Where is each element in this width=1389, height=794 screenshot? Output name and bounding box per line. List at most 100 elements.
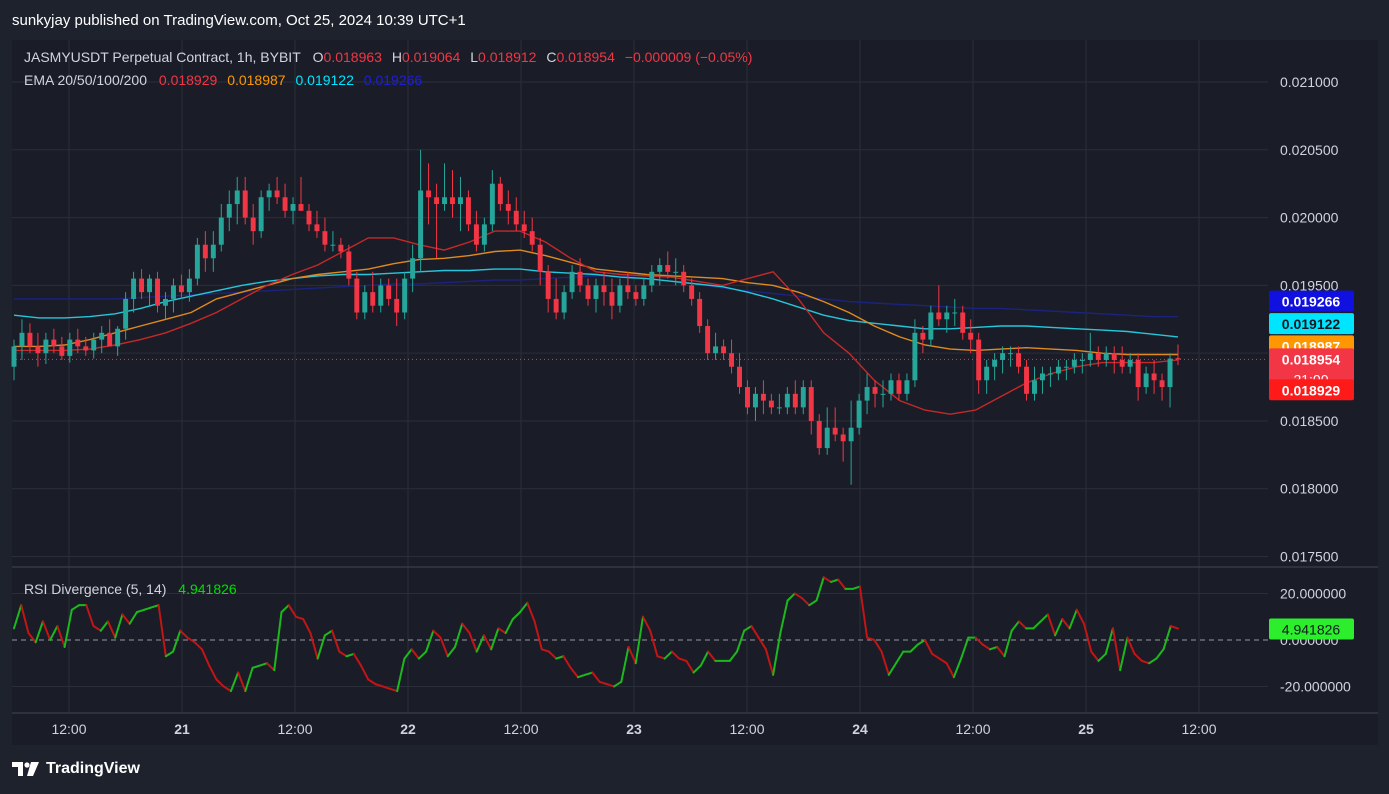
candle-body: [43, 339, 49, 354]
rsi-segment: [99, 620, 109, 632]
candle-body: [992, 359, 998, 367]
candle-body: [673, 271, 679, 273]
candle-body: [569, 271, 575, 293]
rsi-segment: [757, 636, 767, 651]
rsi-axis-label: 20.000000: [1280, 586, 1346, 602]
open-value: 0.018963: [323, 49, 382, 65]
candle-body: [545, 271, 551, 299]
rsi-segment: [569, 666, 579, 679]
candle-body: [1047, 373, 1053, 375]
tradingview-brand-text[interactable]: TradingView: [46, 760, 140, 777]
rsi-segment: [294, 615, 305, 621]
tradingview-logo-icon: [12, 762, 39, 776]
candle-body: [976, 339, 982, 381]
candle-body: [832, 427, 838, 435]
rsi-segment: [837, 578, 847, 590]
rsi-segment: [504, 618, 514, 635]
candle-body: [226, 204, 232, 218]
chart-pane-background: [12, 40, 1378, 745]
candle-body: [163, 298, 168, 306]
time-axis-label: 12:00: [503, 721, 538, 737]
rsi-segment: [338, 650, 348, 658]
rsi-segment: [858, 585, 869, 639]
rsi-segment: [663, 650, 673, 660]
rsi-segment: [20, 604, 30, 635]
rsi-segment: [258, 662, 269, 667]
high-value: 0.019064: [401, 49, 461, 65]
time-axis-label: 25: [1078, 721, 1094, 737]
candle-body: [434, 197, 440, 205]
rsi-segment: [735, 629, 746, 653]
price-axis-label: 0.020500: [1280, 142, 1339, 158]
rsi-segment: [801, 597, 811, 607]
candle-body: [1024, 366, 1029, 394]
rsi-segment: [1097, 652, 1107, 662]
rsi-segment: [562, 655, 572, 669]
ema200-price-tag-text: 0.019266: [1282, 294, 1341, 310]
rsi-segment: [186, 636, 196, 644]
candle-body: [601, 285, 607, 293]
rsi-segment: [605, 683, 616, 688]
candle-body: [186, 278, 192, 293]
rsi-segment: [692, 664, 702, 674]
candle-body: [418, 190, 424, 259]
rsi-segment: [989, 645, 999, 651]
candle-body: [202, 244, 208, 259]
candle-body: [824, 427, 830, 449]
candle-body: [1071, 359, 1077, 367]
candle-body: [362, 292, 368, 313]
candle-body: [266, 190, 272, 198]
time-axis-label: 22: [400, 721, 416, 737]
ema20-value: 0.018929: [158, 72, 218, 88]
price-axis-label: 0.018500: [1280, 413, 1339, 429]
candle-body: [665, 265, 671, 272]
candle-body: [944, 312, 950, 320]
rsi-segment: [56, 625, 66, 648]
candle-body: [816, 420, 822, 449]
candle-body: [1039, 373, 1045, 381]
symbol-title[interactable]: JASMYUSDT Perpetual Contract, 1h, BYBIT: [24, 49, 301, 65]
candle-body: [1000, 353, 1006, 360]
candle-body: [107, 332, 113, 347]
time-axis-label: 12:00: [51, 721, 86, 737]
candle-body: [1143, 373, 1149, 388]
candle-body: [338, 244, 344, 252]
candle-body: [1103, 353, 1109, 360]
candle-body: [322, 231, 328, 245]
rsi-segment: [1032, 620, 1042, 630]
candle-body: [505, 204, 511, 211]
close-label: C: [546, 49, 557, 65]
rsi-segment: [345, 652, 355, 658]
rsi-segment: [193, 641, 203, 651]
rsi-title[interactable]: RSI Divergence (5, 14): [24, 581, 167, 597]
rsi-segment: [960, 636, 970, 660]
ema50-value: 0.018987: [227, 72, 286, 88]
candle-body: [19, 332, 25, 347]
low-label: L: [470, 49, 479, 65]
time-axis-label: 12:00: [955, 721, 990, 737]
candle-body: [697, 298, 703, 327]
rsi-segment: [887, 662, 898, 676]
candle-body: [354, 278, 360, 313]
ema50-line: [14, 249, 1178, 356]
candle-body: [1167, 358, 1173, 388]
ema-title[interactable]: EMA 20/50/100/200: [24, 72, 147, 88]
rsi-segment: [454, 622, 464, 648]
candle-body: [577, 271, 583, 286]
rsi-segment: [584, 671, 594, 676]
candle-body: [1032, 380, 1037, 394]
rsi-segment: [519, 601, 529, 614]
candle-body: [155, 278, 160, 306]
candle-body: [880, 393, 886, 395]
candlesticks: [11, 149, 1181, 485]
rsi-segment: [425, 629, 435, 653]
rsi-segment: [1017, 620, 1028, 630]
candle-body: [481, 224, 487, 245]
rsi-segment: [439, 636, 449, 658]
rsi-segment: [916, 639, 926, 646]
candle-body: [856, 400, 862, 428]
rsi-segment: [656, 655, 666, 660]
candle-body: [178, 285, 184, 293]
candle-body: [1119, 359, 1125, 367]
